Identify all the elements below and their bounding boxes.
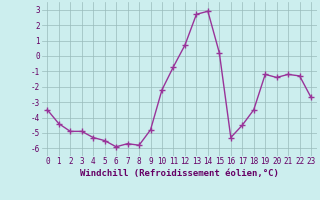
X-axis label: Windchill (Refroidissement éolien,°C): Windchill (Refroidissement éolien,°C) <box>80 169 279 178</box>
